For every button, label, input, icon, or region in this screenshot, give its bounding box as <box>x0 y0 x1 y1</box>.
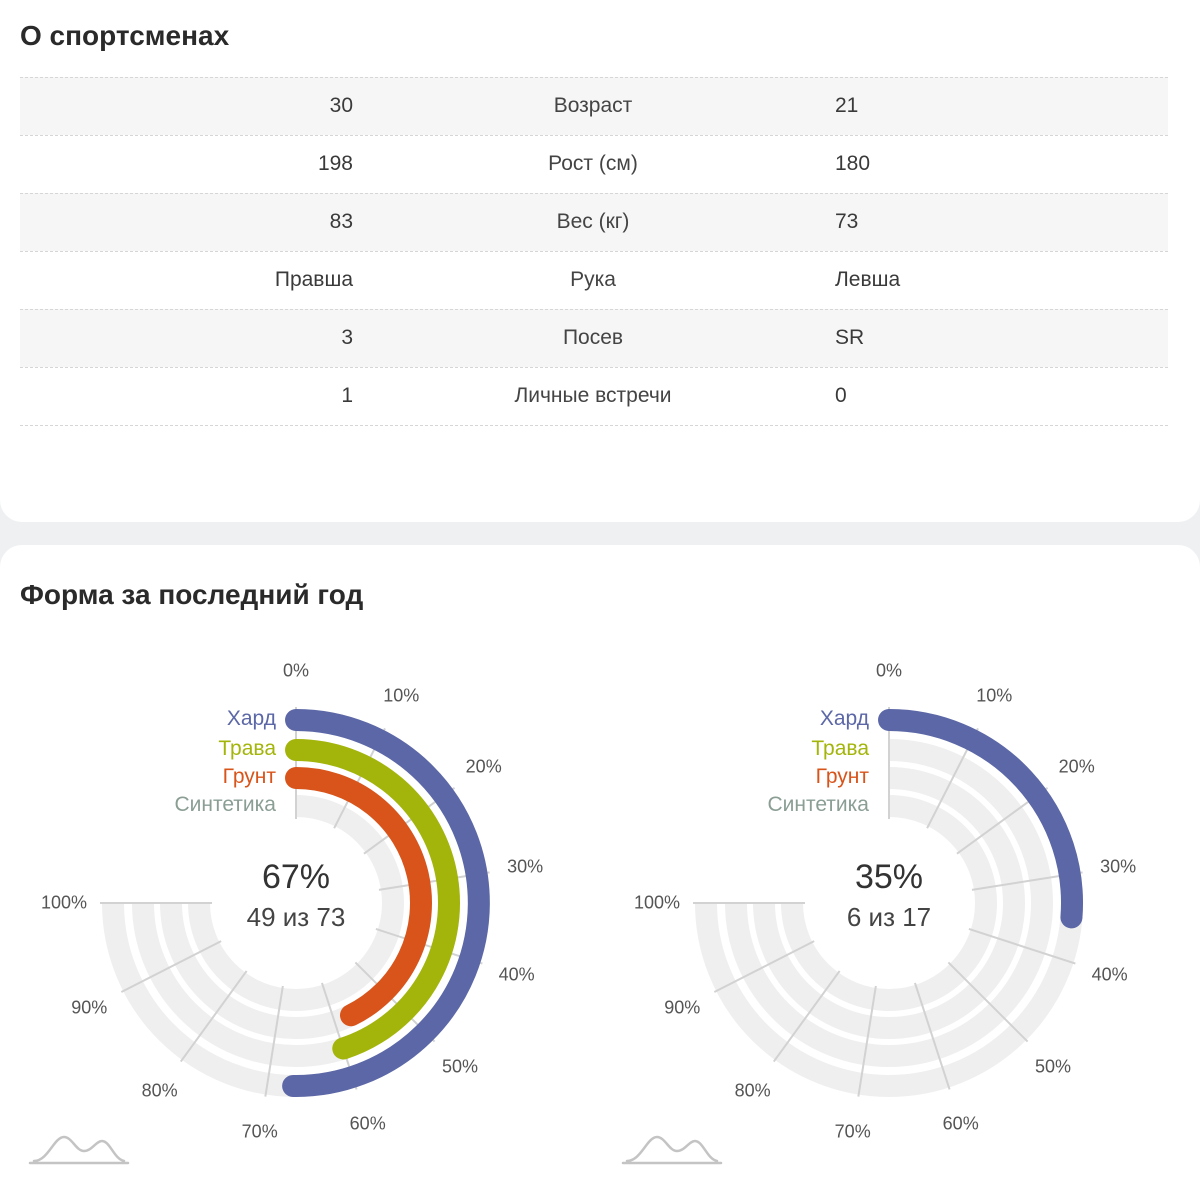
tick-label: 30% <box>507 856 544 877</box>
tick-label: 20% <box>465 756 502 777</box>
player1-value: Правша <box>274 268 353 291</box>
tick-label: 10% <box>976 685 1013 706</box>
tick-label: 0% <box>875 660 903 681</box>
bar-Хард[interactable] <box>878 709 1083 929</box>
tick-label: 100% <box>633 892 681 913</box>
row-label: Рука <box>570 268 616 291</box>
tick-label: 60% <box>942 1113 979 1134</box>
bar-Трава[interactable] <box>285 739 460 1060</box>
row-label: Вес (кг) <box>556 210 630 233</box>
center-count: 6 из 17 <box>846 902 932 932</box>
about-athletes-card: О спортсменах 30 Возраст 21 198 Рост (см… <box>0 0 1200 522</box>
tick-label: 30% <box>1100 856 1137 877</box>
tick-label: 90% <box>71 997 108 1018</box>
player1-value: 83 <box>329 210 353 233</box>
grid-line <box>120 940 222 993</box>
tick-label: 40% <box>1091 964 1128 985</box>
about-title: О спортсменах <box>20 20 230 51</box>
grid-line <box>914 982 951 1090</box>
player2-value: 0 <box>835 384 847 407</box>
legend-item: Трава <box>218 737 276 760</box>
grid-line <box>968 928 1076 965</box>
table-row-age: 30 Возраст 21 <box>20 77 1168 135</box>
player1-value: 3 <box>341 326 353 349</box>
distribution-icon <box>621 1135 723 1165</box>
distribution-icon <box>28 1135 130 1165</box>
table-row-seed: 3 Посев SR <box>20 309 1168 367</box>
legend-item: Хард <box>226 707 276 730</box>
tick-label: 60% <box>349 1113 386 1134</box>
tick-label: 70% <box>834 1121 871 1142</box>
player1-value: 198 <box>317 152 353 175</box>
form-chart-player1: 67% 49 из 73 0% 10% 20% 30% 40% 50% 60% 70% 80% 9… <box>0 545 600 1200</box>
center-count: 49 из 73 <box>246 902 346 932</box>
radial-chart-svg <box>28 707 490 1165</box>
bar-Грунт[interactable] <box>285 767 432 1027</box>
player2-value: 21 <box>835 94 859 117</box>
grid-line <box>179 970 248 1063</box>
tick-label: 50% <box>1034 1056 1072 1077</box>
tick-label: 10% <box>383 685 420 706</box>
form-title: Форма за последний год <box>20 579 364 610</box>
tick-label: 90% <box>664 997 701 1018</box>
table-row-hand: Правша Рука Левша <box>20 251 1168 309</box>
legend-item: Синтетика <box>767 793 869 816</box>
tick-label: 100% <box>40 892 88 913</box>
grid-line <box>857 985 877 1097</box>
player1-value: 30 <box>329 94 353 117</box>
player2-value: 180 <box>835 152 871 175</box>
tick-label: 0% <box>282 660 310 681</box>
table-row-height: 198 Рост (см) 180 <box>20 135 1168 193</box>
tick-label: 80% <box>734 1080 771 1101</box>
center-percentage: 35% <box>854 858 924 896</box>
grid-line <box>713 940 815 993</box>
table-row-weight: 83 Вес (кг) 73 <box>20 193 1168 251</box>
tick-label: 70% <box>241 1121 278 1142</box>
tick-label: 50% <box>441 1056 479 1077</box>
row-label: Личные встречи <box>514 384 672 407</box>
grid-line <box>264 985 284 1097</box>
legend-item: Хард <box>819 707 869 730</box>
stats-table: 30 Возраст 21 198 Рост (см) 180 83 Вес (… <box>20 77 1168 426</box>
tick-label: 40% <box>498 964 535 985</box>
player2-value: Левша <box>835 268 901 291</box>
player2-value: SR <box>835 326 865 349</box>
form-chart-player2: 35% 6 из 17 0% 10% 20% 30% 40% 50% 60% 70% 80% 90… <box>593 545 1193 1200</box>
legend-item: Грунт <box>222 765 276 788</box>
grid-line <box>772 970 841 1063</box>
center-percentage: 67% <box>261 858 331 896</box>
bar-Хард[interactable] <box>282 709 490 1097</box>
row-label: Возраст <box>553 94 633 117</box>
row-label: Рост (см) <box>548 152 638 175</box>
legend-item: Грунт <box>815 765 869 788</box>
grid-line <box>947 961 1029 1043</box>
table-row-h2h: 1 Личные встречи 0 <box>20 367 1168 426</box>
player1-value: 1 <box>341 384 353 407</box>
row-label: Посев <box>562 326 624 349</box>
player2-value: 73 <box>835 210 859 233</box>
legend-item: Синтетика <box>174 793 276 816</box>
tick-label: 20% <box>1058 756 1095 777</box>
tick-label: 80% <box>141 1080 178 1101</box>
yearly-form-card: Форма за последний год 67% 49 из 73 0% 10… <box>0 545 1200 1200</box>
radial-chart-svg <box>621 707 1083 1165</box>
legend-item: Трава <box>811 737 869 760</box>
